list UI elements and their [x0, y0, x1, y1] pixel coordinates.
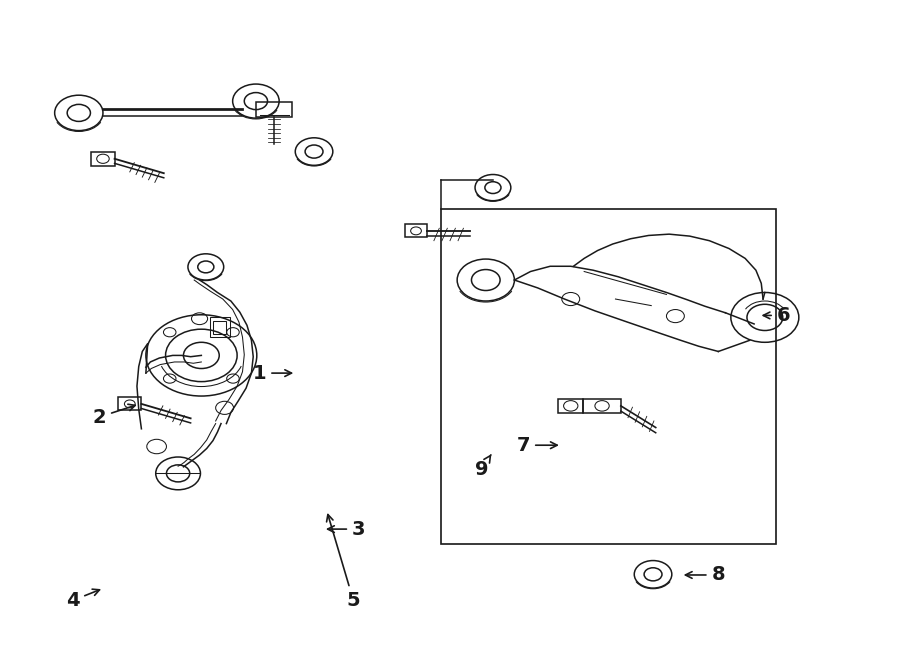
Text: 6: 6	[763, 306, 790, 325]
Bar	[211, 317, 230, 337]
Text: 9: 9	[474, 455, 491, 479]
Bar	[583, 399, 621, 413]
Bar	[405, 224, 427, 237]
Bar	[213, 321, 227, 334]
Bar	[558, 399, 583, 413]
Bar	[91, 151, 114, 166]
Bar	[256, 102, 292, 118]
Text: 3: 3	[328, 520, 365, 539]
Text: 1: 1	[253, 364, 292, 383]
Text: 4: 4	[66, 589, 100, 610]
Text: 2: 2	[93, 405, 135, 426]
Text: 5: 5	[327, 514, 360, 610]
Text: 7: 7	[517, 436, 557, 455]
Text: 8: 8	[686, 565, 725, 584]
Bar	[118, 397, 141, 410]
Bar	[441, 210, 777, 543]
